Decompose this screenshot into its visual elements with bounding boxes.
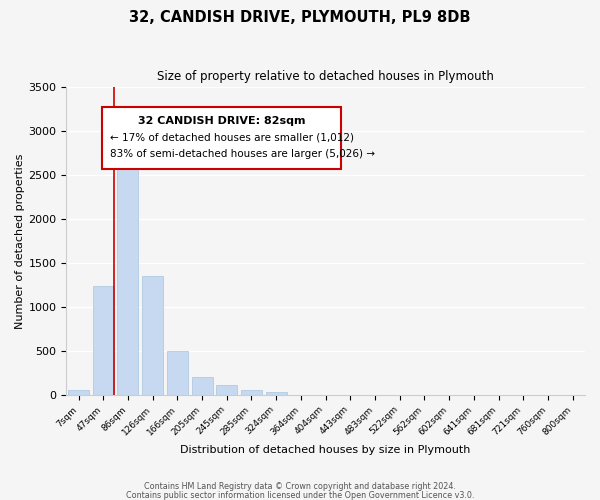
- X-axis label: Distribution of detached houses by size in Plymouth: Distribution of detached houses by size …: [181, 445, 471, 455]
- Text: Contains public sector information licensed under the Open Government Licence v3: Contains public sector information licen…: [126, 490, 474, 500]
- Bar: [118, 167, 139, 395]
- FancyBboxPatch shape: [103, 107, 341, 168]
- Text: 83% of semi-detached houses are larger (5,026) →: 83% of semi-detached houses are larger (…: [110, 150, 375, 160]
- Bar: [93, 286, 114, 395]
- Bar: [191, 377, 212, 395]
- Text: 32 CANDISH DRIVE: 82sqm: 32 CANDISH DRIVE: 82sqm: [138, 116, 305, 126]
- Bar: [167, 351, 188, 395]
- Bar: [142, 276, 163, 395]
- Bar: [241, 390, 262, 395]
- Text: ← 17% of detached houses are smaller (1,012): ← 17% of detached houses are smaller (1,…: [110, 132, 354, 142]
- Text: 32, CANDISH DRIVE, PLYMOUTH, PL9 8DB: 32, CANDISH DRIVE, PLYMOUTH, PL9 8DB: [129, 10, 471, 25]
- Text: Contains HM Land Registry data © Crown copyright and database right 2024.: Contains HM Land Registry data © Crown c…: [144, 482, 456, 491]
- Y-axis label: Number of detached properties: Number of detached properties: [15, 153, 25, 328]
- Bar: [266, 392, 287, 395]
- Bar: [68, 390, 89, 395]
- Bar: [216, 384, 237, 395]
- Title: Size of property relative to detached houses in Plymouth: Size of property relative to detached ho…: [157, 70, 494, 83]
